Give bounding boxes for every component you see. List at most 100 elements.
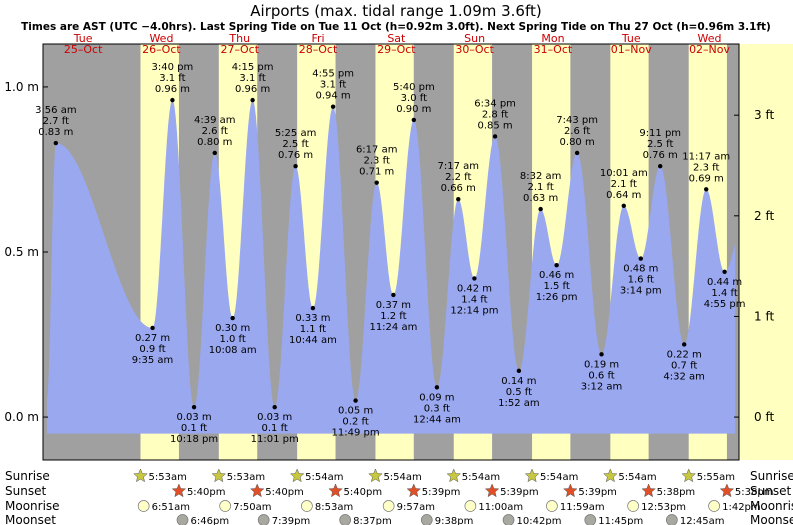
sunset-time: 5:39pm (578, 487, 617, 498)
moonrise-time: 9:57am (397, 502, 435, 513)
tide-label-feet: 1.2 ft (380, 311, 406, 322)
tide-point (574, 150, 580, 156)
tide-label-feet: 1.5 ft (543, 281, 569, 292)
day-name: Wed (149, 32, 173, 45)
sunrise-time: 5:55am (697, 472, 735, 483)
tide-point (638, 256, 643, 261)
sunset-icon (641, 483, 656, 498)
tide-point (374, 180, 379, 185)
tide-label-time: 12:14 pm (450, 305, 498, 316)
tide-label-time: 3:12 am (581, 381, 623, 392)
tide-point (621, 203, 626, 208)
moonrise-icon (382, 500, 395, 512)
tide-label-feet: 2.3 ft (693, 162, 719, 173)
tide-label-time: 7:17 am (438, 161, 480, 172)
tide-label-feet: 2.2 ft (445, 172, 471, 183)
tide-label-time: 9:35 am (132, 355, 174, 366)
chart-title: Airports (max. tidal range 1.09m 3.6ft) (250, 2, 541, 20)
tide-label-time: 12:44 am (413, 414, 461, 425)
moonset-icon (584, 514, 597, 525)
left-tick-label: 0.0 m (4, 410, 39, 424)
moonset-time: 8:37pm (353, 516, 392, 525)
day-name: Tue (621, 32, 641, 45)
tide-label-time: 7:43 pm (556, 115, 598, 126)
sunrise-icon (289, 468, 305, 483)
tide-label-feet: 3.1 ft (159, 73, 185, 84)
tide-point (170, 97, 175, 103)
tide-label-feet: 0.1 ft (181, 423, 207, 434)
tide-label-time: 4:39 am (194, 115, 236, 126)
moonrise-time: 1:42pm (722, 502, 761, 513)
tide-label-meters: 0.76 m (643, 150, 678, 161)
tide-label-meters: 0.76 m (278, 150, 313, 161)
tide-point (150, 325, 155, 331)
day-date: 27–Oct (220, 43, 259, 56)
sunrise-icon (211, 468, 227, 483)
sunset-icon (563, 483, 578, 498)
sunrise-time: 5:54am (618, 472, 656, 483)
tide-label-time: 6:17 am (356, 145, 398, 156)
tide-label-meters: 0.03 m (176, 412, 211, 423)
tide-label-feet: 0.1 ft (262, 423, 288, 434)
tide-label-time: 3:56 am (35, 105, 77, 116)
tide-point (681, 342, 687, 347)
tide-label-meters: 0.14 m (501, 376, 536, 387)
tide-point (353, 398, 358, 403)
tide-label-feet: 1.0 ft (219, 334, 245, 345)
sunrise-time: 5:54am (540, 472, 578, 483)
tide-label-feet: 0.6 ft (588, 370, 614, 381)
moonrise-icon (708, 500, 720, 512)
tide-label-time: 1:52 am (498, 398, 540, 409)
moonset-icon (502, 514, 515, 525)
tide-point (434, 385, 440, 390)
tide-point (230, 315, 235, 321)
moonset-time: 12:45am (680, 516, 725, 525)
tide-label-time: 9:11 pm (639, 128, 681, 139)
tide-label-meters: 0.66 m (441, 183, 476, 194)
sunrise-icon (446, 468, 462, 483)
moonset-time: 11:45pm (598, 516, 643, 525)
tide-label-time: 6:34 pm (474, 98, 516, 109)
sunrise-time: 5:54am (462, 472, 500, 483)
tide-label-time: 4:15 pm (232, 62, 274, 73)
sunset-row-label: Sunset (5, 484, 46, 498)
tide-point (492, 134, 498, 139)
tide-label-meters: 0.09 m (419, 392, 454, 403)
tide-label-meters: 0.83 m (38, 127, 73, 138)
tide-label-meters: 0.05 m (338, 406, 373, 417)
tide-label-feet: 1.4 ft (711, 288, 737, 299)
tide-label-feet: 1.6 ft (628, 275, 654, 286)
tide-label-meters: 0.30 m (215, 323, 250, 334)
tide-area (46, 100, 736, 434)
tide-label-feet: 2.5 ft (647, 139, 673, 150)
chart-header: Airports (max. tidal range 1.09m 3.6ft) … (21, 2, 771, 33)
moonrise-icon (219, 500, 232, 512)
tide-point (250, 97, 255, 103)
tide-label-time: 11:01 pm (251, 434, 299, 445)
moonrise-row-label: Moonrise (5, 499, 60, 513)
tide-label-meters: 0.42 m (457, 283, 492, 294)
tide-label-meters: 0.33 m (295, 313, 330, 324)
sunrise-icon (681, 468, 697, 483)
tide-label-time: 11:24 am (369, 322, 417, 333)
sunrise-icon (603, 468, 618, 483)
sunset-icon (406, 483, 422, 498)
sunset-time: 5:40pm (344, 487, 383, 498)
moonrise-icon (464, 500, 477, 512)
tide-label-time: 10:44 am (289, 335, 337, 346)
tide-label-feet: 3.1 ft (239, 73, 265, 84)
day-date: 31–Oct (534, 43, 573, 56)
day-name: Mon (541, 32, 564, 45)
sunset-row-label-right: Sunset (750, 484, 791, 498)
tide-point (191, 404, 197, 410)
moonrise-row-label-right: Moonrise (750, 499, 793, 513)
moonrise-time: 8:53am (315, 502, 353, 513)
moonrise-time: 7:50am (233, 502, 271, 513)
tide-label-feet: 0.7 ft (671, 360, 697, 371)
tide-label-meters: 0.96 m (235, 84, 270, 95)
tide-label-meters: 0.44 m (707, 277, 742, 288)
tide-label-feet: 2.6 ft (202, 126, 228, 137)
tide-label-meters: 0.48 m (623, 264, 658, 275)
tide-point (212, 150, 217, 156)
